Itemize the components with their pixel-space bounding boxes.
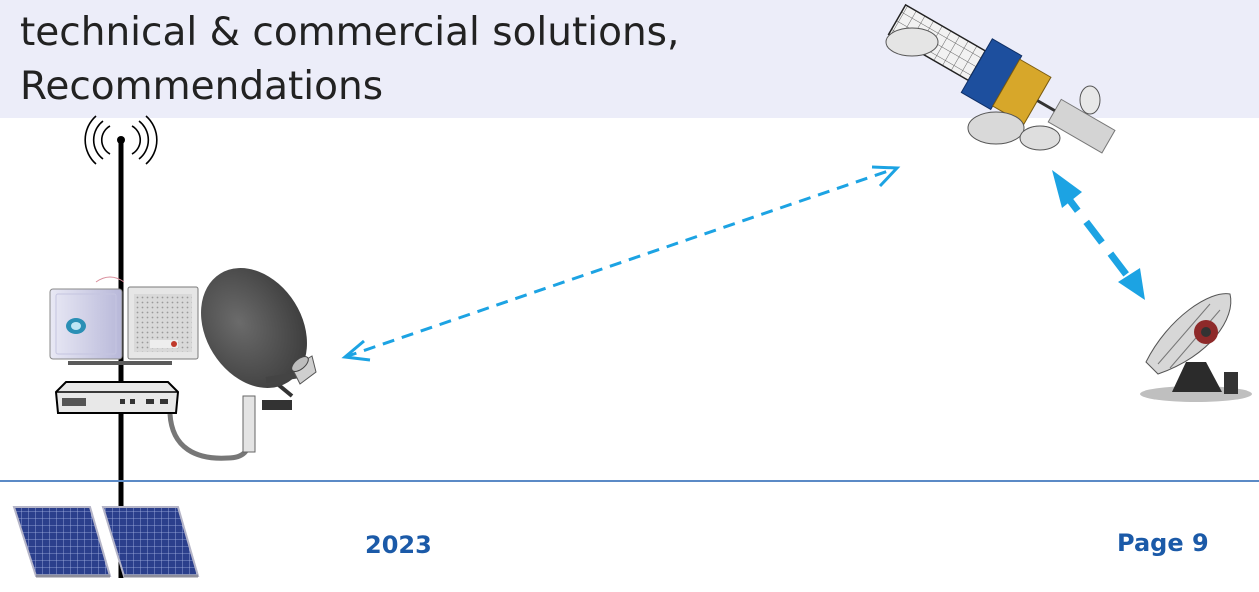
radio-unit-grey-icon bbox=[127, 286, 199, 360]
radio-unit-white-icon bbox=[49, 276, 125, 360]
slide-title: technical & commercial solutions, Recomm… bbox=[20, 6, 679, 114]
solar-panel-icon bbox=[12, 506, 200, 578]
earth-station-icon bbox=[1140, 293, 1252, 402]
link-satellite-groundstation bbox=[1052, 170, 1145, 300]
slide-title-line-2: Recommendations bbox=[20, 64, 384, 109]
cable-modem-to-dish bbox=[167, 413, 253, 461]
footer-page-number: Page 9 bbox=[1117, 529, 1209, 557]
link-dish-satellite bbox=[341, 165, 901, 362]
slide-title-line-1: technical & commercial solutions, bbox=[20, 10, 680, 55]
footer-divider bbox=[0, 480, 1259, 482]
title-band: technical & commercial solutions, Recomm… bbox=[0, 0, 1259, 118]
satellite-icon bbox=[885, 3, 1116, 154]
satellite-dish-icon bbox=[201, 268, 317, 453]
modem-icon bbox=[54, 381, 180, 414]
equipment-shelf bbox=[68, 361, 172, 365]
footer-year: 2023 bbox=[365, 531, 432, 559]
